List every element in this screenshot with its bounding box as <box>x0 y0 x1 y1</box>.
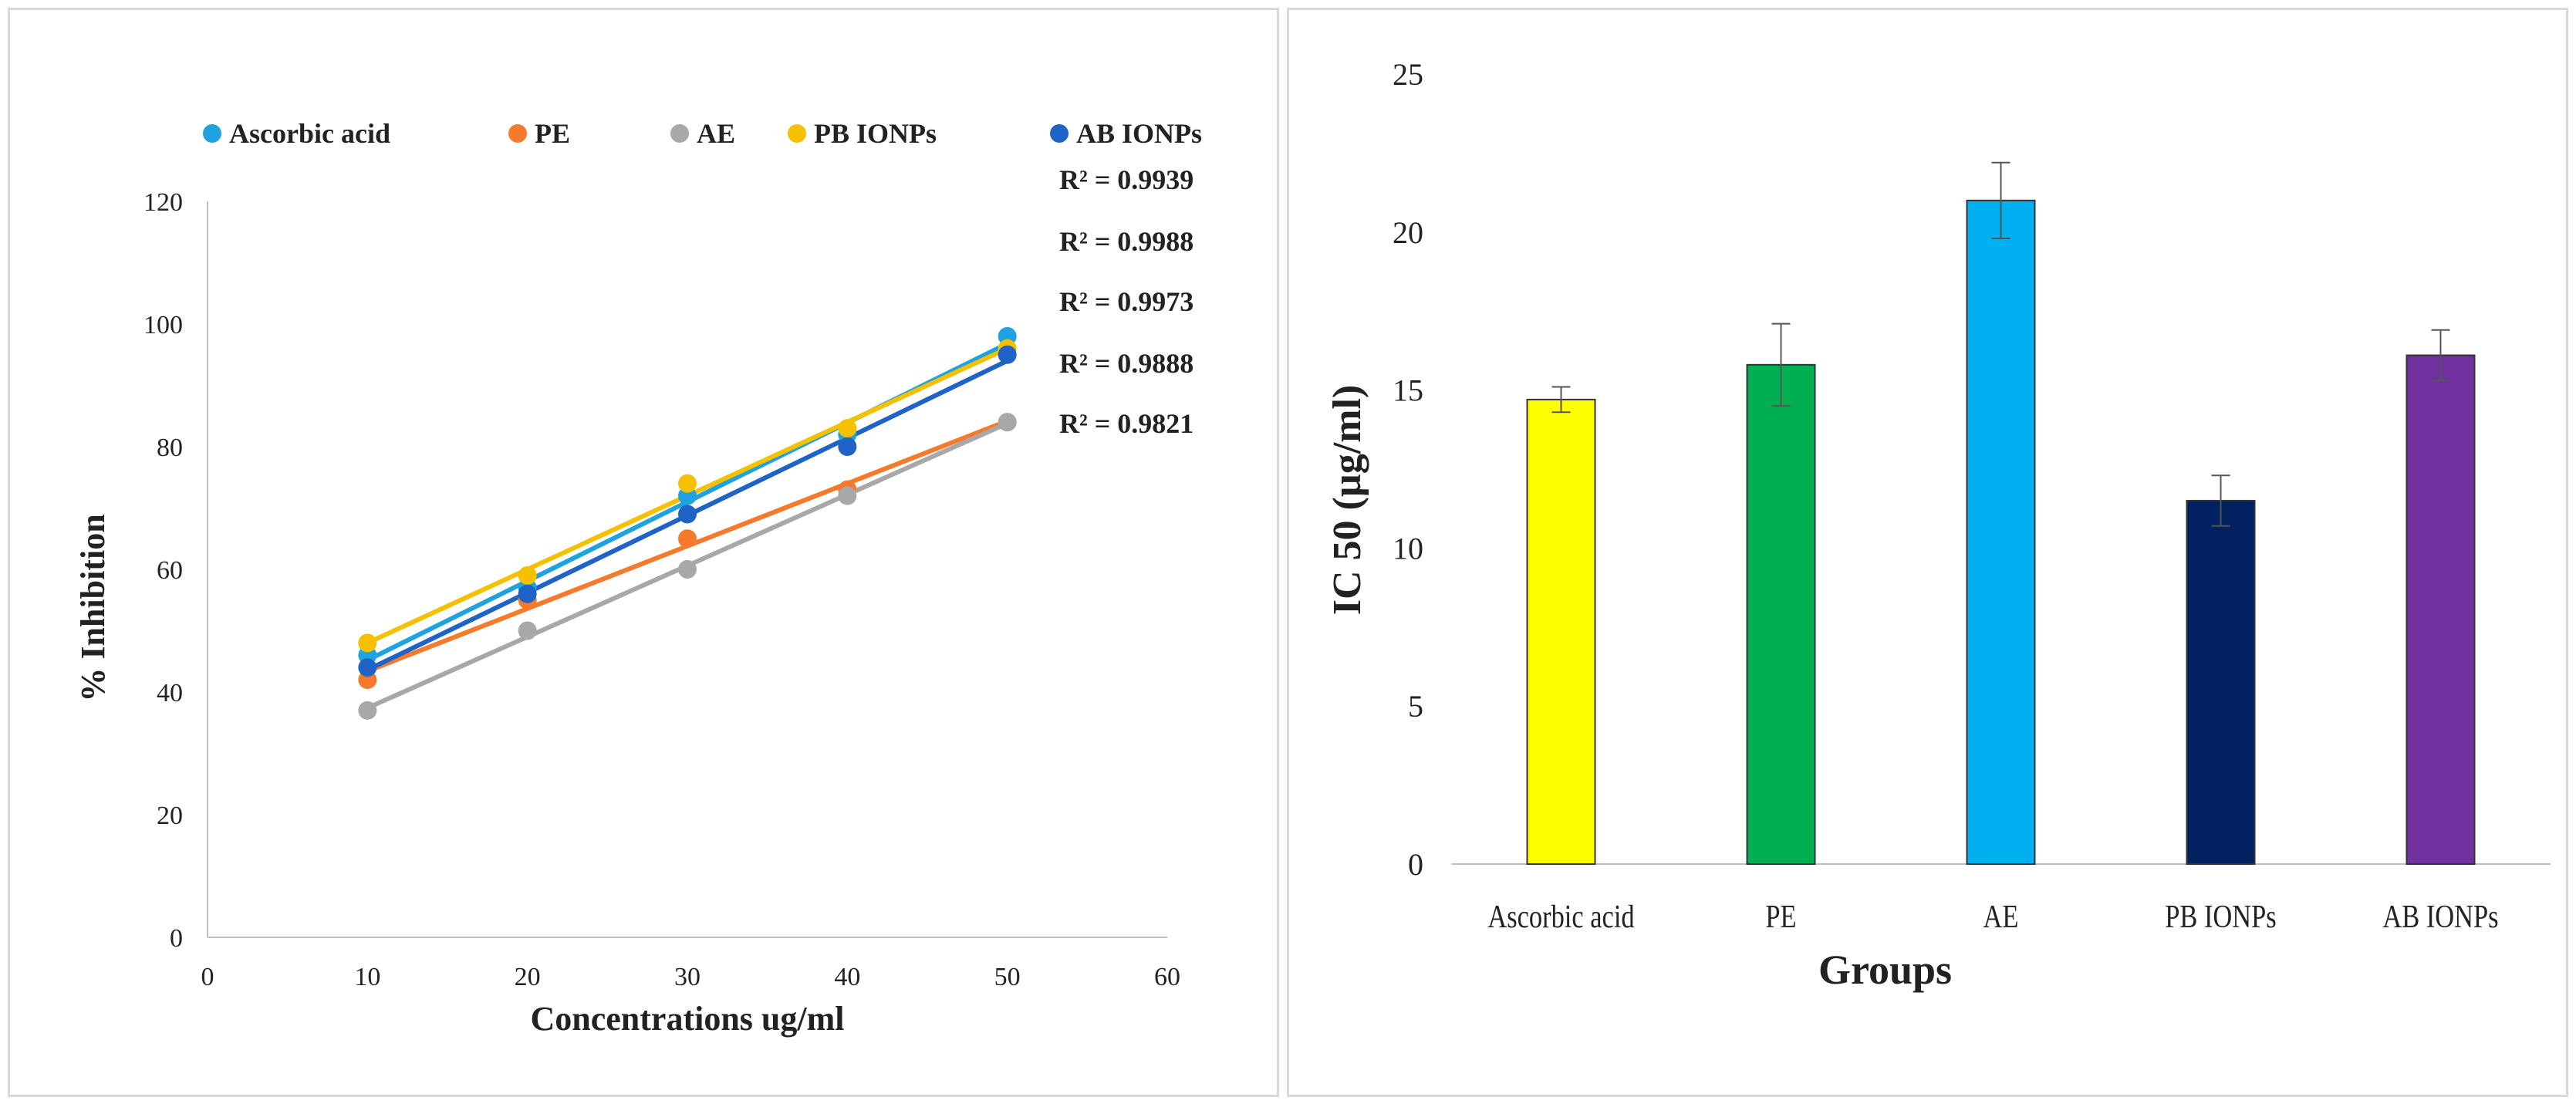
r-squared-label: R² = 0.9821 <box>1059 408 1193 439</box>
y-tick-label: 20 <box>157 802 183 830</box>
y-tick-label: 80 <box>157 434 183 462</box>
y-tick-label: 25 <box>1393 57 1423 92</box>
ic50-bar-chart: 0 5 10 15 20 25 Ascorbic acid PE AE PB IONPs AB IO… <box>1325 57 2551 993</box>
x-tick-label: PE <box>1765 900 1796 935</box>
x-tick-label: 60 <box>1154 963 1180 991</box>
data-point <box>678 529 697 549</box>
x-axis-title: Concentrations ug/ml <box>531 1000 845 1038</box>
bar-ae <box>1966 199 2036 865</box>
y-tick-label: 40 <box>157 679 183 707</box>
y-tick-label: 15 <box>1393 373 1423 408</box>
x-axis-title: Groups <box>1818 947 1952 993</box>
legend-label: AE <box>697 118 735 149</box>
legend-marker <box>203 124 221 143</box>
x-tick-label: Ascorbic acid <box>1487 900 1634 935</box>
r-squared-label: R² = 0.9988 <box>1059 226 1193 257</box>
line-chart-panel: 0 20 40 60 80 100 120 0 10 20 30 40 50 60 Concentratio… <box>8 8 1279 1097</box>
legend-label: PE <box>535 118 570 149</box>
x-tick-label: 0 <box>201 963 214 991</box>
legend-marker <box>1050 124 1069 143</box>
r-squared-label: R² = 0.9973 <box>1059 286 1193 317</box>
data-point <box>838 437 857 456</box>
bar-ab-ionps <box>2406 354 2476 865</box>
data-point <box>358 658 377 677</box>
data-point <box>678 505 697 524</box>
y-tick-label: 60 <box>157 556 183 585</box>
legend-marker <box>788 124 806 143</box>
y-tick-label: 0 <box>170 924 183 953</box>
r-squared-label: R² = 0.9888 <box>1059 348 1193 379</box>
bar-pb-ionps <box>2186 499 2256 866</box>
legend-label: PB IONPs <box>814 118 937 149</box>
x-tick-label: 30 <box>674 963 701 991</box>
y-tick-label: 120 <box>143 188 183 217</box>
y-axis-title: % Inhibition <box>74 514 112 701</box>
y-tick-label: 0 <box>1408 847 1423 882</box>
legend-label: Ascorbic acid <box>229 118 390 149</box>
y-tick-label: 20 <box>1393 215 1423 250</box>
x-tick-label: AB IONPs <box>2382 900 2498 935</box>
bar-ascorbic-acid <box>1526 398 1596 865</box>
x-tick-label: 20 <box>515 963 541 991</box>
data-point <box>998 345 1017 364</box>
x-tick-label: 40 <box>834 963 860 991</box>
y-tick-label: 100 <box>143 311 183 339</box>
x-tick-label: PB IONPs <box>2165 900 2276 935</box>
data-point <box>358 633 377 653</box>
bar-chart-panel: 0 5 10 15 20 25 Ascorbic acid PE AE PB IONPs AB IO… <box>1287 8 2568 1097</box>
x-tick-label: 10 <box>354 963 380 991</box>
data-point <box>358 700 377 720</box>
data-point <box>678 560 697 579</box>
data-point <box>518 584 537 603</box>
legend-marker <box>508 124 527 143</box>
data-point <box>998 413 1017 432</box>
inhibition-line-chart: 0 20 40 60 80 100 120 0 10 20 30 40 50 60 Concentratio… <box>74 118 1202 1038</box>
r-squared-label: R² = 0.9939 <box>1059 164 1193 195</box>
y-tick-label: 10 <box>1393 531 1423 565</box>
bar-pe <box>1746 363 1816 866</box>
data-point <box>518 621 537 640</box>
legend-marker <box>670 124 689 143</box>
data-point <box>518 565 537 585</box>
x-tick-label: AE <box>1983 900 2019 935</box>
x-tick-label: 50 <box>994 963 1021 991</box>
y-tick-label: 5 <box>1408 689 1423 724</box>
y-axis-title: IC 50 (µg/ml) <box>1325 385 1369 616</box>
legend-label: AB IONPs <box>1076 118 1202 149</box>
data-point <box>678 474 697 493</box>
data-point <box>838 486 857 505</box>
data-point <box>838 419 857 438</box>
